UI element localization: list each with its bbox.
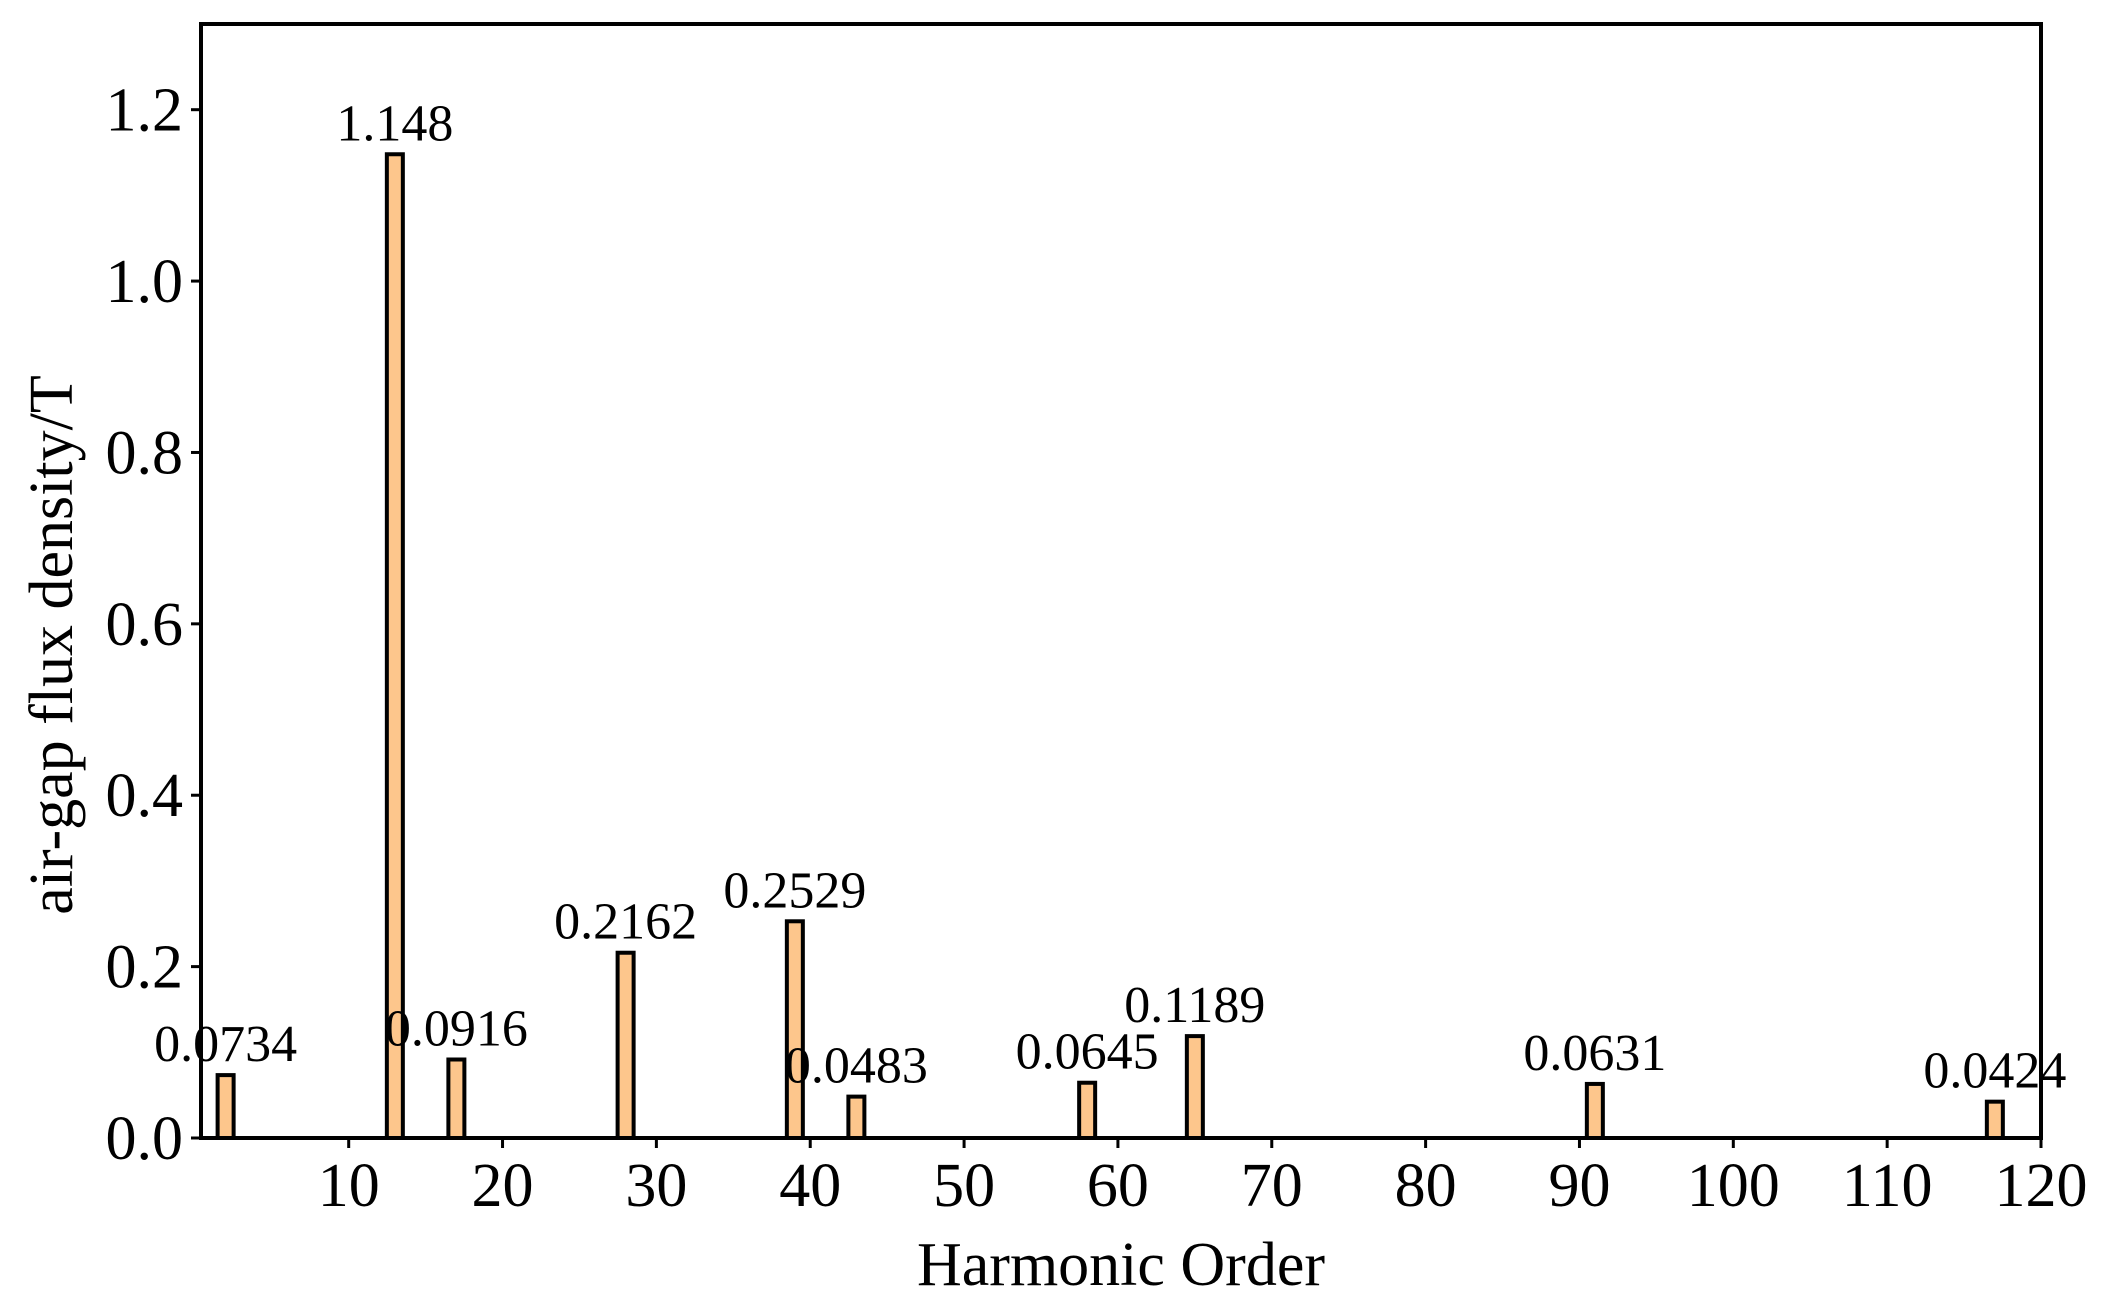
- bar: [446, 1057, 467, 1141]
- value-label: 0.0734: [154, 1016, 297, 1073]
- bar: [215, 1073, 236, 1140]
- y-tick-label: 1.0: [106, 248, 184, 316]
- y-axis-label: air-gap flux density/T: [18, 375, 86, 914]
- bar: [846, 1094, 867, 1140]
- y-tick-label: 0.8: [106, 419, 184, 487]
- value-label: 0.0916: [385, 1001, 528, 1058]
- x-tick-label: 50: [933, 1152, 995, 1220]
- value-label: 0.0483: [785, 1038, 928, 1095]
- value-label: 0.2529: [723, 862, 866, 919]
- y-tick-label: 0.0: [106, 1105, 184, 1173]
- value-label: 1.148: [336, 95, 453, 152]
- x-tick-label: 120: [1995, 1152, 2088, 1220]
- bar: [1184, 1034, 1205, 1140]
- value-label: 0.0424: [1923, 1043, 2066, 1100]
- y-tick-label: 0.4: [106, 762, 184, 830]
- x-tick-label: 20: [472, 1152, 534, 1220]
- bar: [1984, 1099, 2005, 1141]
- x-tick-label: 110: [1842, 1152, 1933, 1220]
- x-tick-label: 70: [1241, 1152, 1303, 1220]
- bar: [615, 950, 636, 1140]
- y-tick-label: 0.2: [106, 934, 184, 1002]
- bar: [1584, 1081, 1605, 1140]
- value-label: 0.2162: [554, 894, 697, 951]
- bar: [384, 152, 405, 1140]
- plot-frame: [199, 22, 2043, 1140]
- x-tick-label: 100: [1687, 1152, 1780, 1220]
- x-tick-label: 90: [1548, 1152, 1610, 1220]
- x-axis-label: Harmonic Order: [917, 1231, 1325, 1299]
- x-tick-label: 30: [625, 1152, 687, 1220]
- bar: [1077, 1080, 1098, 1141]
- value-label: 0.1189: [1124, 977, 1265, 1034]
- x-tick-label: 60: [1087, 1152, 1149, 1220]
- x-tick-label: 10: [318, 1152, 380, 1220]
- x-tick-label: 80: [1395, 1152, 1457, 1220]
- y-tick-label: 0.6: [106, 591, 184, 659]
- x-tick-label: 40: [779, 1152, 841, 1220]
- y-tick-label: 1.2: [106, 77, 184, 145]
- value-label: 0.0645: [1016, 1024, 1159, 1081]
- bar: [784, 919, 805, 1141]
- value-label: 0.0631: [1523, 1025, 1666, 1082]
